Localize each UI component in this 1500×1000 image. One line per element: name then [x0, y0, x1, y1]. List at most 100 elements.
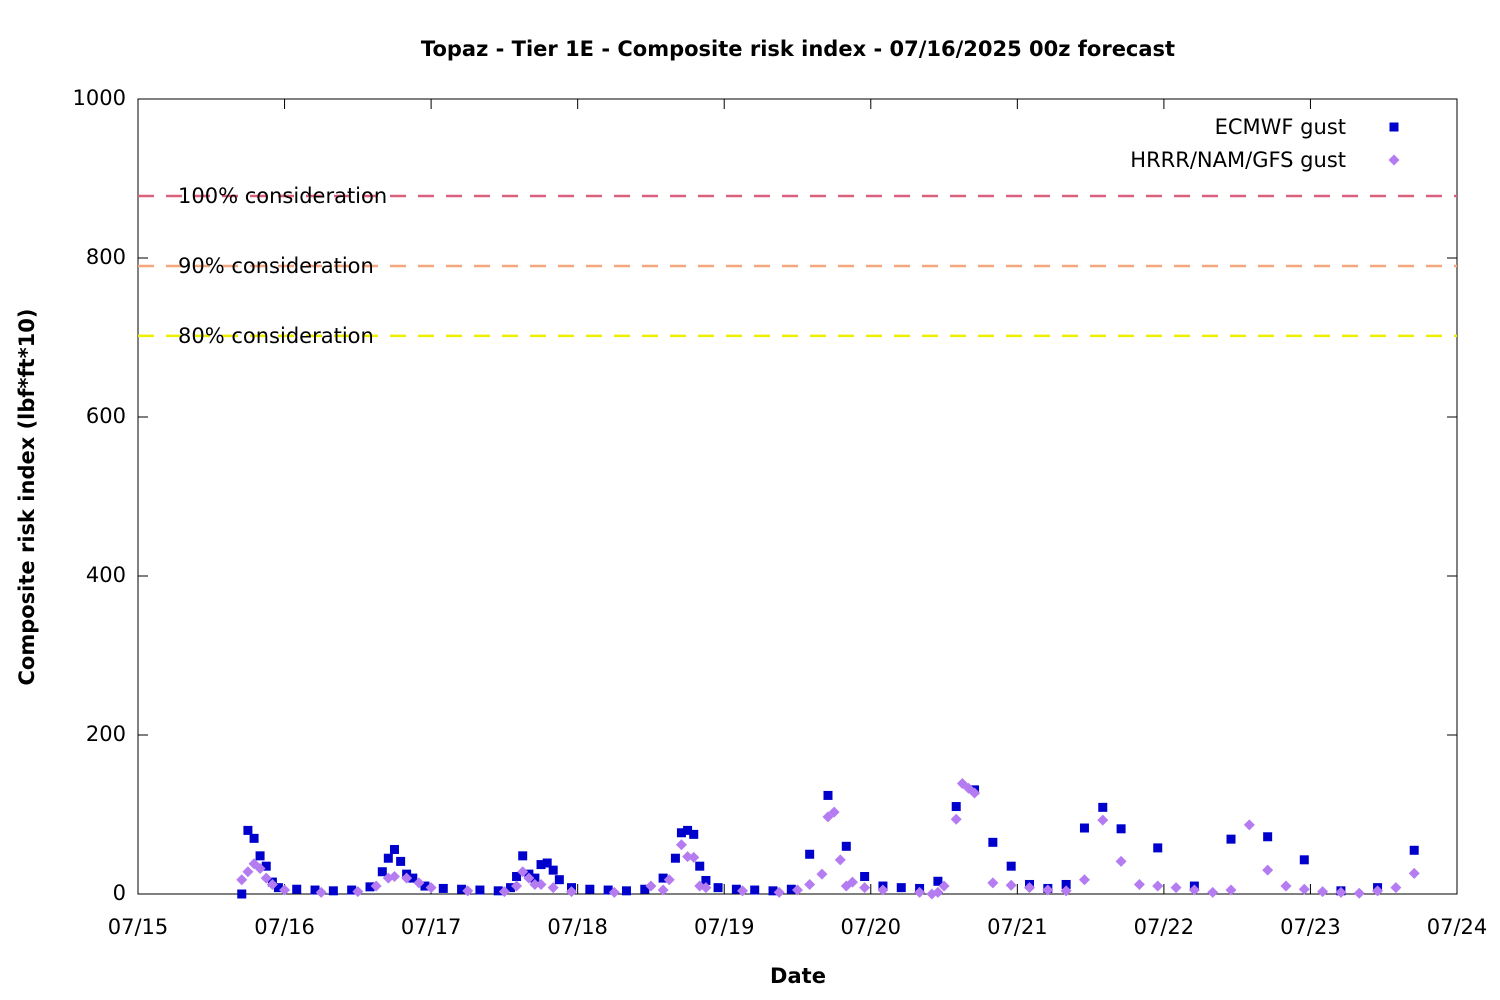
data-point — [554, 875, 564, 885]
data-point — [328, 886, 338, 896]
data-point — [517, 866, 529, 878]
data-point — [987, 877, 999, 889]
x-tick-label: 07/17 — [401, 915, 462, 939]
data-point — [689, 829, 699, 839]
data-point — [457, 884, 467, 894]
data-point — [805, 849, 815, 859]
legend-label: ECMWF gust — [1215, 115, 1346, 139]
data-point — [804, 878, 816, 890]
data-point — [914, 886, 926, 898]
data-point — [828, 806, 840, 818]
data-point — [608, 886, 620, 898]
data-point — [536, 860, 546, 870]
data-point — [750, 885, 760, 895]
data-point — [640, 884, 650, 894]
data-point — [1133, 878, 1145, 890]
data-point — [1372, 885, 1384, 897]
data-point — [475, 885, 485, 895]
data-point — [266, 878, 278, 890]
data-point — [1005, 879, 1017, 891]
data-point — [1079, 823, 1089, 833]
y-tick-label: 1000 — [73, 86, 126, 110]
data-point — [657, 884, 669, 896]
data-point — [950, 813, 962, 825]
data-point — [365, 882, 375, 892]
data-point — [237, 889, 247, 899]
data-point — [408, 873, 418, 883]
data-point — [279, 884, 291, 896]
data-point — [676, 828, 686, 838]
x-tick-label: 07/23 — [1280, 915, 1341, 939]
data-point — [529, 878, 541, 890]
data-point — [1188, 884, 1200, 896]
y-tick-label: 200 — [86, 722, 126, 746]
data-point — [768, 886, 778, 896]
data-point — [1353, 887, 1365, 899]
data-point — [1042, 884, 1054, 896]
data-point — [377, 867, 387, 877]
data-point — [542, 858, 552, 868]
data-point — [292, 884, 302, 894]
data-point — [420, 881, 430, 891]
legend-swatch — [1388, 154, 1400, 166]
data-point — [243, 825, 253, 835]
data-point — [1262, 864, 1274, 876]
x-tick-label: 07/21 — [987, 915, 1048, 939]
data-point — [255, 851, 265, 861]
data-point — [1207, 886, 1219, 898]
data-point — [273, 883, 283, 893]
data-point — [511, 880, 523, 892]
data-point — [670, 853, 680, 863]
data-point — [695, 861, 705, 871]
x-axis-title: Date — [770, 964, 826, 988]
reference-label: 100% consideration — [178, 184, 387, 208]
data-point — [1078, 874, 1090, 886]
data-point — [236, 874, 248, 886]
data-point — [969, 787, 981, 799]
data-point — [1098, 802, 1108, 812]
data-point — [737, 885, 749, 897]
reference-label: 90% consideration — [178, 254, 374, 278]
data-point — [310, 885, 320, 895]
data-point — [261, 861, 271, 871]
x-tick-label: 07/16 — [254, 915, 315, 939]
data-point — [823, 790, 833, 800]
data-point — [713, 883, 723, 893]
data-point — [388, 871, 400, 883]
data-point — [603, 885, 613, 895]
y-tick-label: 400 — [86, 563, 126, 587]
data-point — [585, 884, 595, 894]
data-point — [547, 882, 559, 894]
data-point — [663, 874, 675, 886]
data-point — [1409, 845, 1419, 855]
data-point — [493, 886, 503, 896]
data-point — [792, 884, 803, 896]
data-point — [1408, 867, 1420, 879]
data-point — [530, 873, 540, 883]
data-point — [841, 841, 851, 851]
x-tick-label: 07/15 — [108, 915, 169, 939]
y-tick-label: 800 — [86, 245, 126, 269]
x-tick-label: 07/24 — [1427, 915, 1488, 939]
data-point — [1226, 834, 1236, 844]
data-point — [401, 872, 413, 884]
data-point — [1170, 882, 1182, 894]
data-point — [1006, 861, 1016, 871]
data-point — [951, 802, 961, 812]
data-point — [658, 873, 668, 883]
data-point — [389, 844, 399, 854]
data-point — [260, 872, 272, 884]
plot-frame — [137, 98, 1458, 895]
data-point — [1335, 886, 1347, 898]
data-point — [1060, 885, 1072, 897]
data-point — [462, 885, 474, 897]
data-point — [498, 886, 510, 898]
data-point — [1152, 880, 1164, 892]
x-tick-label: 07/22 — [1134, 915, 1195, 939]
data-point — [1299, 855, 1309, 865]
data-point — [896, 883, 906, 893]
data-point — [700, 882, 712, 894]
data-point — [1061, 879, 1071, 889]
data-point — [242, 866, 254, 878]
data-point — [1153, 843, 1163, 853]
